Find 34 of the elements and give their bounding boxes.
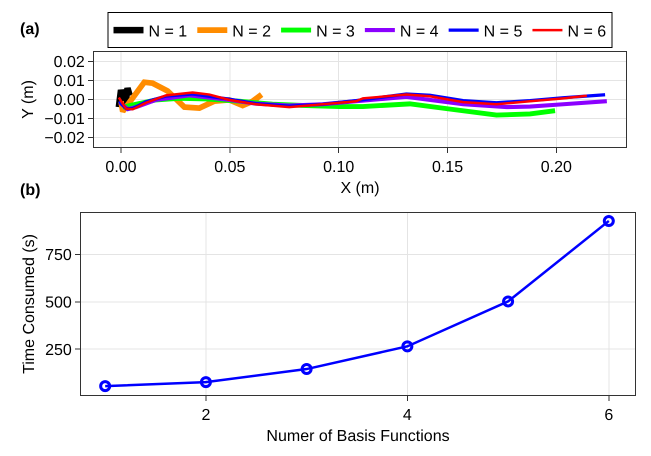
y-tick-label: −0.02 (44, 130, 85, 148)
x-tick-label: 4 (402, 407, 412, 424)
y-tick-label: 0.02 (54, 54, 85, 72)
y-tick-label: 750 (45, 247, 72, 264)
legend-label: N = 1 (148, 23, 188, 40)
point (99, 380, 112, 392)
x-tick-label: 0.20 (540, 159, 572, 176)
x-tick-label: 0.15 (432, 159, 464, 176)
x-tick-label: 6 (604, 407, 614, 424)
point (300, 363, 313, 376)
x-axis-title: Numer of Basis Functions (266, 428, 450, 445)
legend-label: N = 3 (316, 23, 355, 40)
x-axis-title: X (m) (340, 180, 380, 197)
legend-label: N = 4 (400, 23, 439, 40)
x-tick-label: 2 (201, 407, 210, 424)
point (502, 295, 514, 308)
x-tick-label: 0.05 (214, 159, 246, 176)
y-tick-label: −0.01 (44, 111, 85, 128)
point (401, 340, 414, 352)
legend-label: N = 5 (484, 23, 522, 40)
y-tick-label: 0.00 (54, 92, 85, 110)
text: (b) (20, 182, 40, 199)
text: (a) (20, 21, 40, 38)
point (200, 376, 212, 388)
point (602, 214, 615, 227)
legend-label: N = 2 (232, 23, 272, 40)
x-tick-label: 0.10 (323, 159, 354, 176)
y-tick-label: 0.01 (54, 73, 85, 90)
y-tick-label: 500 (45, 294, 72, 312)
x-tick-label: 0.00 (105, 159, 137, 176)
legend-label: N = 6 (567, 23, 606, 40)
y-axis-title: Time Consumed (s) (20, 234, 38, 374)
y-tick-label: 250 (45, 342, 72, 359)
y-axis-title: Y (m) (20, 80, 38, 119)
